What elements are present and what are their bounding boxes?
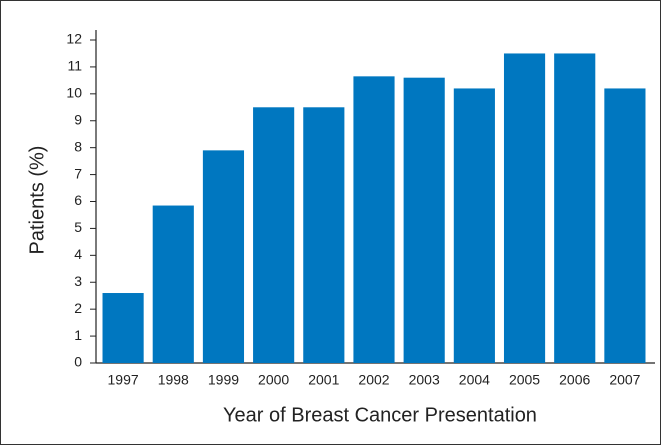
x-tick-label: 2001: [308, 372, 339, 388]
bar: [403, 77, 445, 363]
y-tick-label: 9: [74, 111, 82, 127]
y-tick-label: 12: [66, 31, 82, 47]
bar: [303, 107, 345, 364]
x-tick-label: 1998: [158, 372, 189, 388]
y-axis-title: Patients (%): [26, 146, 48, 255]
bar: [202, 150, 245, 363]
bar: [102, 293, 144, 363]
y-tick-label: 1: [74, 327, 82, 343]
y-tick-label: 2: [74, 300, 82, 316]
bar: [604, 88, 646, 363]
x-tick-label: 2006: [559, 372, 590, 388]
y-tick-label: 0: [74, 354, 82, 370]
x-tick-label: 1999: [208, 372, 239, 388]
y-tick-label: 11: [67, 58, 82, 74]
x-tick-label: 2005: [509, 372, 540, 388]
y-tick-label: 3: [74, 273, 82, 289]
y-tick-label: 10: [66, 85, 82, 101]
bar: [554, 53, 596, 363]
bar: [253, 107, 295, 364]
x-tick-label: 2007: [609, 372, 640, 388]
bar: [152, 205, 194, 363]
x-tick-label: 2003: [409, 372, 440, 388]
x-tick-label: 1997: [108, 372, 139, 388]
bar: [353, 76, 395, 364]
y-tick-label: 8: [74, 138, 82, 154]
y-tick-label: 5: [74, 219, 82, 235]
y-tick-label: 6: [74, 192, 82, 208]
x-tick-label: 2004: [459, 372, 490, 388]
bar: [503, 53, 546, 363]
x-tick-label: 2000: [258, 372, 289, 388]
x-tick-label: 2002: [358, 372, 389, 388]
y-tick-label: 4: [74, 246, 82, 262]
y-tick-label: 7: [74, 165, 82, 181]
x-axis-title: Year of Breast Cancer Presentation: [223, 404, 537, 426]
bar: [453, 88, 495, 363]
